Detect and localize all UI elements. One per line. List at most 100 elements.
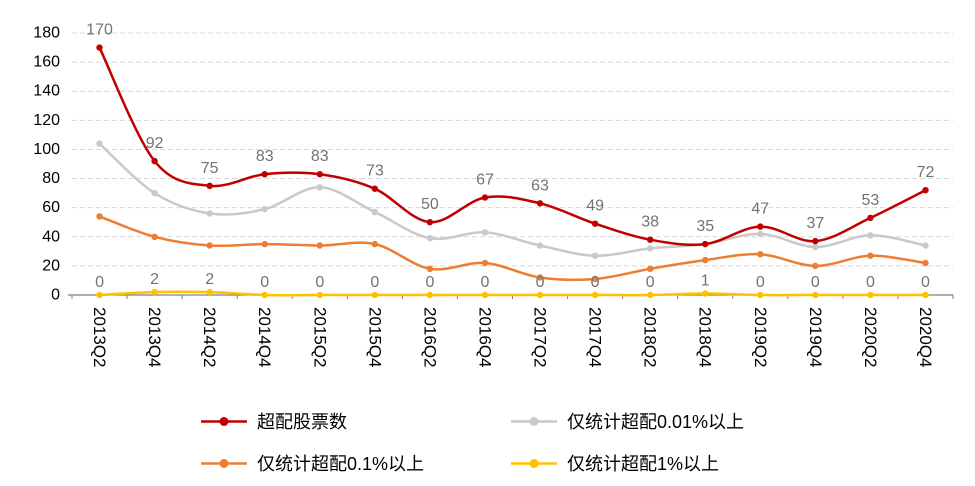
x-axis-tick-label: 2014Q2 [200, 307, 219, 368]
data-label: 1 [701, 273, 710, 290]
y-axis-tick-label: 40 [42, 228, 60, 245]
x-axis-tick-label: 2016Q2 [420, 307, 439, 368]
data-label: 0 [481, 274, 490, 291]
legend-marker-icon [201, 416, 247, 426]
legend-label: 仅统计超配1%以上 [567, 454, 720, 474]
data-point-marker [536, 200, 544, 207]
data-point-marker [151, 157, 158, 165]
y-axis-tick-label: 120 [33, 112, 60, 129]
legend-marker-icon [511, 416, 557, 426]
data-label: 49 [586, 198, 604, 215]
data-label: 73 [366, 163, 384, 180]
x-axis-tick-label: 2015Q2 [310, 307, 329, 368]
y-axis-tick-label: 80 [42, 170, 60, 187]
data-point-marker [702, 256, 709, 264]
y-axis-tick-label: 60 [42, 199, 60, 216]
x-axis-tick-label: 2015Q4 [365, 307, 384, 368]
x-axis-tick-label: 2019Q2 [751, 307, 770, 368]
data-label: 0 [260, 274, 269, 291]
y-axis-tick-label: 20 [42, 257, 60, 274]
y-axis-tick-label: 180 [33, 25, 60, 42]
data-point-marker [702, 240, 709, 248]
data-point-marker [371, 291, 378, 299]
data-label: 75 [201, 160, 219, 177]
data-point-marker [206, 242, 213, 249]
data-label: 63 [531, 177, 549, 194]
legend-row: 仅统计超配0.1%以上 仅统计超配1%以上 [200, 450, 975, 476]
data-point-marker [426, 265, 434, 272]
legend-label: 超配股票数 [257, 412, 347, 432]
data-label: 0 [811, 274, 820, 291]
x-axis-tick-label: 2019Q4 [806, 307, 825, 368]
data-label: 0 [95, 274, 104, 291]
data-point-marker [371, 208, 378, 216]
data-label: 47 [751, 201, 769, 218]
data-label: 67 [476, 171, 494, 188]
data-point-marker [867, 252, 874, 259]
data-point-marker [591, 275, 599, 283]
data-point-marker [481, 194, 489, 201]
y-axis-tick-label: 0 [51, 287, 60, 304]
data-point-marker [867, 214, 874, 222]
data-point-marker [757, 251, 764, 258]
data-label: 83 [311, 148, 329, 165]
data-point-marker [316, 184, 323, 191]
data-point-marker [426, 219, 434, 226]
data-point-marker [151, 233, 158, 240]
data-point-marker [591, 291, 599, 299]
data-point-marker [481, 291, 489, 299]
data-point-marker [812, 243, 819, 251]
y-axis-tick-label: 140 [33, 83, 60, 100]
data-point-marker [481, 229, 489, 236]
legend-marker-icon [201, 458, 247, 468]
data-point-marker [647, 236, 654, 243]
data-point-marker [316, 171, 323, 178]
data-point-marker [922, 187, 929, 194]
legend-item: 仅统计超配1%以上 [510, 450, 975, 476]
data-point-marker [591, 252, 599, 259]
x-axis-tick-label: 2020Q4 [916, 307, 935, 368]
legend-row: 超配股票数 仅统计超配0.01%以上 [200, 408, 975, 434]
data-point-marker [316, 242, 323, 249]
data-point-marker [426, 235, 434, 242]
data-point-marker [647, 245, 654, 252]
data-point-marker [647, 265, 654, 272]
data-label: 0 [591, 274, 600, 291]
y-axis-tick-label: 160 [33, 54, 60, 71]
x-axis-tick-label: 2014Q4 [255, 307, 274, 368]
x-axis-tick-label: 2018Q4 [696, 307, 715, 368]
data-point-marker [867, 232, 874, 239]
x-axis-tick-label: 2020Q2 [861, 307, 880, 368]
data-label: 72 [917, 164, 935, 181]
data-label: 2 [150, 271, 159, 288]
series-line [98, 215, 927, 282]
data-point-marker [536, 242, 544, 249]
data-label: 38 [641, 214, 659, 231]
data-point-marker [481, 259, 489, 267]
x-axis-tick-label: 2013Q2 [90, 307, 109, 368]
data-label: 0 [921, 274, 930, 291]
legend-label: 仅统计超配0.01%以上 [567, 412, 745, 432]
y-axis-tick-label: 100 [33, 141, 60, 158]
data-point-marker [702, 290, 709, 297]
data-point-marker [206, 182, 213, 189]
data-point-marker [757, 291, 764, 299]
data-label: 37 [806, 215, 824, 232]
data-label: 0 [756, 274, 765, 291]
data-point-marker [261, 171, 268, 178]
data-label: 0 [536, 274, 545, 291]
data-label: 83 [256, 148, 274, 165]
x-axis-tick-label: 2016Q4 [475, 307, 494, 368]
data-point-marker [812, 291, 819, 299]
data-point-marker [151, 288, 158, 296]
x-axis-tick-label: 2017Q2 [531, 307, 550, 368]
data-point-marker [206, 288, 213, 296]
data-point-marker [426, 291, 434, 299]
data-label: 35 [696, 218, 714, 235]
data-point-marker [757, 223, 764, 230]
data-label: 2 [205, 271, 214, 288]
data-point-marker [812, 237, 819, 245]
series-line [98, 290, 927, 297]
